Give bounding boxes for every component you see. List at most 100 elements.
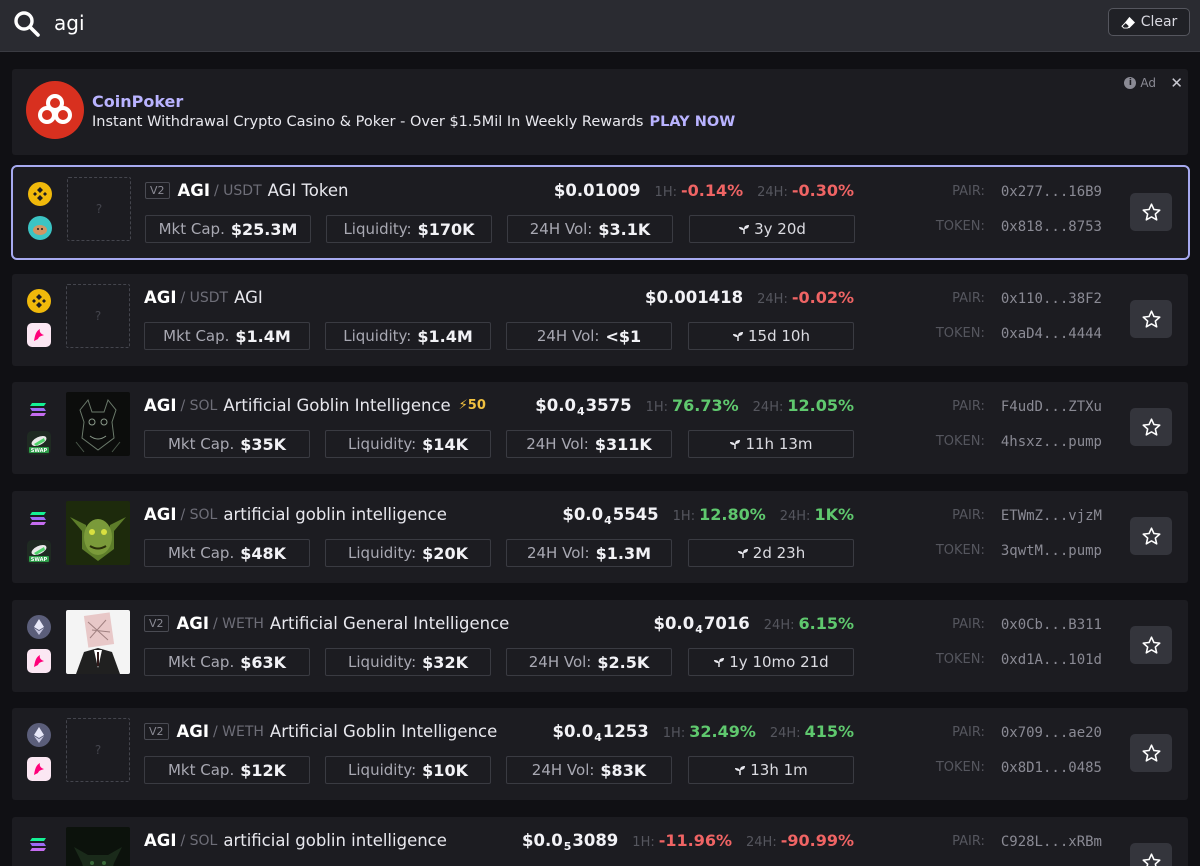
ad-badge[interactable]: i Ad — [1124, 76, 1156, 90]
star-icon — [1141, 852, 1161, 866]
quote-symbol: / USDT — [213, 182, 262, 199]
pumpswap-icon: SWAP — [27, 540, 51, 564]
pancakeswap-icon — [28, 216, 52, 240]
token-name-line: AGI / SOL artificial goblin intelligence — [144, 831, 447, 850]
token-label: TOKEN: — [935, 652, 985, 667]
token-address[interactable]: TOKEN: 0xd1A...101d — [925, 652, 1102, 668]
pair-address[interactable]: PAIR: ETWmZ...vjzM — [925, 508, 1102, 524]
svg-text:SWAP: SWAP — [31, 557, 48, 563]
search-icon[interactable] — [12, 9, 42, 39]
market-cap-label: Mkt Cap. — [163, 327, 230, 345]
h24-change: 1K% — [814, 505, 854, 524]
watchlist-star-button[interactable] — [1130, 408, 1172, 446]
result-row[interactable]: ? V2 AGI / WETH Artificial Goblin Intelligen… — [12, 708, 1188, 800]
base-symbol: AGI — [176, 722, 209, 741]
pair-label: PAIR: — [952, 834, 985, 849]
star-icon — [1141, 202, 1161, 221]
sprout-icon — [735, 766, 746, 775]
market-cap: Mkt Cap. $1.4M — [144, 322, 310, 350]
boost-badge: ⚡50 — [458, 398, 486, 413]
price-digits: 7016 — [703, 614, 750, 633]
token-address[interactable]: TOKEN: 0x8D1...0485 — [925, 760, 1102, 776]
watchlist-star-button[interactable] — [1130, 300, 1172, 338]
volume-label: 24H Vol: — [536, 327, 600, 345]
market-cap-value: $1.4M — [235, 326, 291, 346]
ethereum-icon — [27, 615, 51, 639]
h1-label: 1H: — [662, 726, 686, 741]
volume-label: 24H Vol: — [526, 544, 590, 562]
pair-address[interactable]: PAIR: 0x110...38F2 — [925, 291, 1102, 307]
h24-change: -0.30% — [791, 181, 854, 200]
result-row[interactable]: ? AGI / USDT AGI $0.001418 24H: -0.02% Mkt Cap.… — [12, 274, 1188, 366]
market-cap-label: Mkt Cap. — [167, 435, 235, 453]
price-main: $0.0 — [521, 831, 563, 850]
quote-symbol: / SOL — [180, 832, 218, 849]
h24-change: -0.02% — [791, 288, 854, 307]
pair-address[interactable]: PAIR: C928L...xRBm — [925, 834, 1102, 850]
price-main: $0.0 — [653, 614, 695, 633]
ad-cta[interactable]: PLAY NOW — [649, 114, 736, 130]
result-row[interactable]: ? V2 AGI / USDT AGI Token $0.01009 1H: -0.14% 24… — [11, 165, 1190, 260]
h24-label: 24H: — [763, 618, 795, 633]
token-label: TOKEN: — [935, 543, 985, 558]
volume-24h: 24H Vol: $1.3M — [506, 539, 672, 567]
svg-text:SWAP: SWAP — [31, 448, 48, 454]
bnb-icon — [28, 182, 52, 206]
token-address[interactable]: TOKEN: 3qwtM...pump — [925, 543, 1102, 559]
sprout-icon — [733, 332, 743, 341]
solana-icon — [27, 832, 51, 856]
quote-symbol: / WETH — [212, 723, 264, 740]
watchlist-star-button[interactable] — [1130, 517, 1172, 555]
ad-banner[interactable]: CoinPoker Instant Withdrawal Crypto Casi… — [12, 69, 1188, 155]
token-address-value: 0xd1A...101d — [1000, 652, 1102, 668]
pair-age-value: 13h 1m — [750, 761, 808, 779]
info-icon: i — [1124, 77, 1137, 89]
token-name: artificial goblin intelligence — [223, 505, 447, 524]
watchlist-star-button[interactable] — [1130, 734, 1172, 772]
watchlist-star-button[interactable] — [1130, 193, 1172, 231]
token-address[interactable]: TOKEN: 4hsxz...pump — [925, 434, 1102, 450]
sprout-icon — [714, 658, 725, 667]
watchlist-star-button[interactable] — [1130, 843, 1172, 866]
token-name-line: AGI / SOL Artificial Goblin Intelligence ⚡5… — [144, 396, 486, 415]
token-address-value: 0x8D1...0485 — [1000, 760, 1102, 776]
token-address[interactable]: TOKEN: 0x818...8753 — [925, 219, 1102, 235]
pair-address[interactable]: PAIR: F4udD...ZTXu — [925, 399, 1102, 415]
h24-label: 24H: — [779, 509, 811, 524]
star-icon — [1141, 309, 1161, 328]
token-image — [66, 610, 130, 674]
market-cap-value: $35K — [240, 434, 287, 454]
token-name-line: V2 AGI / USDT AGI Token — [145, 181, 348, 200]
coinpoker-logo — [26, 81, 84, 139]
result-row[interactable]: SWAP AGI / SOL Artificial Goblin Intelligen… — [12, 382, 1188, 474]
liquidity: Liquidity: $170K — [326, 215, 492, 243]
volume-value: $311K — [594, 434, 652, 454]
pair-age: 1y 10mo 21d — [688, 648, 854, 676]
base-symbol: AGI — [144, 288, 177, 307]
volume-value: $3.1K — [598, 219, 651, 239]
star-icon — [1141, 526, 1161, 545]
clear-button[interactable]: Clear — [1108, 8, 1190, 36]
token-label: TOKEN: — [935, 219, 985, 234]
watchlist-star-button[interactable] — [1130, 626, 1172, 664]
pair-address[interactable]: PAIR: 0x277...16B9 — [925, 184, 1102, 200]
close-icon[interactable]: ✕ — [1170, 74, 1183, 92]
token-address-value: 4hsxz...pump — [1000, 434, 1102, 450]
liquidity-label: Liquidity: — [343, 220, 412, 238]
price-digits: 5545 — [612, 505, 659, 524]
base-symbol: AGI — [176, 614, 209, 633]
market-cap: Mkt Cap. $12K — [144, 756, 310, 784]
token-image-placeholder: ? — [67, 177, 131, 241]
search-input[interactable] — [54, 8, 954, 38]
price-zero-count: 5 — [563, 840, 572, 853]
base-symbol: AGI — [144, 505, 177, 524]
result-row[interactable]: V2 AGI / WETH Artificial General Intelligen… — [12, 600, 1188, 692]
h24-label: 24H: — [769, 726, 801, 741]
token-address[interactable]: TOKEN: 0xaD4...4444 — [925, 326, 1102, 342]
pair-address[interactable]: PAIR: 0x709...ae20 — [925, 725, 1102, 741]
pair-address[interactable]: PAIR: 0x0Cb...B311 — [925, 617, 1102, 633]
eraser-icon — [1121, 16, 1135, 29]
price-digits: 1253 — [602, 722, 649, 741]
